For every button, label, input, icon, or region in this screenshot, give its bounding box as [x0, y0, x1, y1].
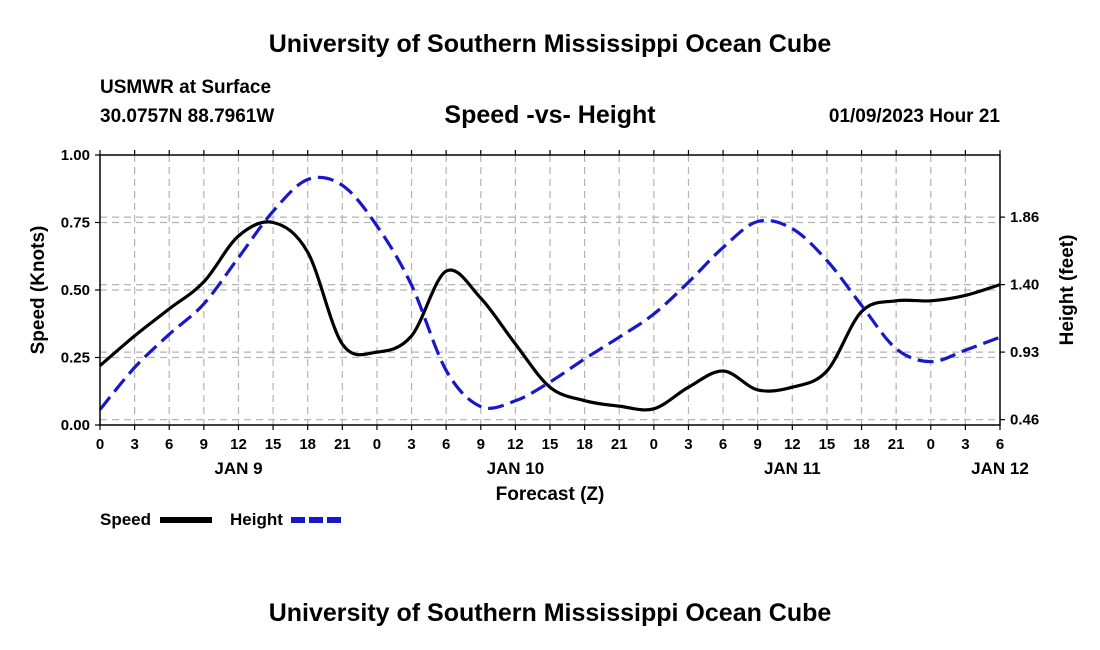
y-tick-label: 1.00	[61, 147, 90, 164]
x-tick-label: 0	[96, 436, 104, 453]
y2-tick-label: 1.40	[1010, 277, 1039, 294]
station-label: USMWR at Surface	[100, 77, 272, 98]
x-tick-label: 15	[542, 436, 559, 453]
x-tick-label: 3	[130, 436, 138, 453]
chart-title: University of Southern Mississippi Ocean…	[268, 30, 832, 58]
legend-speed-swatch	[160, 517, 212, 523]
x-tick-label: 0	[927, 436, 935, 453]
x-tick-label: 3	[961, 436, 969, 453]
grid	[100, 155, 1000, 425]
x-tick-label: 6	[442, 436, 450, 453]
date-label: JAN 9	[214, 459, 262, 478]
x-tick-label: 12	[230, 436, 247, 453]
x-tick-label: 15	[819, 436, 836, 453]
speed-series-line	[98, 220, 1001, 412]
date-label: JAN 10	[487, 459, 545, 478]
x-tick-label: 21	[334, 436, 351, 453]
x-tick-label: 21	[888, 436, 905, 453]
height-series-line	[98, 175, 1001, 411]
y2-axis-label: Height (feet)	[1057, 235, 1078, 346]
series-layer	[98, 175, 1001, 412]
y-tick-label: 0.50	[61, 282, 90, 299]
x-tick-label: 12	[784, 436, 801, 453]
y2-tick-label: 1.86	[1010, 209, 1039, 226]
x-tick-label: 3	[407, 436, 415, 453]
x-tick-label: 6	[996, 436, 1004, 453]
date-label: JAN 11	[764, 459, 821, 478]
date-label: JAN 12	[971, 459, 1029, 478]
x-tick-label: 9	[754, 436, 762, 453]
x-tick-label: 3	[684, 436, 692, 453]
chart-subtitle: Speed -vs- Height	[444, 101, 656, 129]
station-coordinates: 30.0757N 88.7961W	[100, 106, 275, 127]
x-tick-label: 18	[853, 436, 870, 453]
x-tick-label: 15	[265, 436, 282, 453]
y-tick-label: 0.00	[61, 417, 90, 434]
x-tick-label: 12	[507, 436, 524, 453]
x-tick-label: 18	[299, 436, 316, 453]
legend-height-swatch	[291, 517, 343, 523]
y-tick-label: 0.75	[61, 215, 90, 232]
footer-title: University of Southern Mississippi Ocean…	[268, 599, 832, 627]
x-tick-label: 0	[650, 436, 658, 453]
x-tick-label: 9	[200, 436, 208, 453]
y2-tick-label: 0.93	[1010, 344, 1039, 361]
x-tick-label: 0	[373, 436, 381, 453]
axes: 0 3 6 9 12 15 18 21 0 3 6 9 12 15 18 21 0 3 6 9 12 15 18 21 0 3 6 J…	[61, 147, 1039, 478]
forecast-timestamp: 01/09/2023 Hour 21	[828, 106, 1000, 127]
x-tick-label: 18	[576, 436, 593, 453]
x-axis-label: Forecast (Z)	[496, 484, 605, 505]
x-tick-label: 21	[611, 436, 628, 453]
legend-speed-label: Speed	[100, 510, 152, 529]
x-tick-label: 6	[165, 436, 173, 453]
y-tick-label: 0.25	[61, 350, 90, 367]
y-axis-label: Speed (Knots)	[28, 226, 49, 355]
x-tick-label: 6	[719, 436, 727, 453]
y2-tick-label: 0.46	[1010, 412, 1039, 429]
x-tick-label: 9	[477, 436, 485, 453]
legend-height-label: Height	[230, 510, 283, 529]
